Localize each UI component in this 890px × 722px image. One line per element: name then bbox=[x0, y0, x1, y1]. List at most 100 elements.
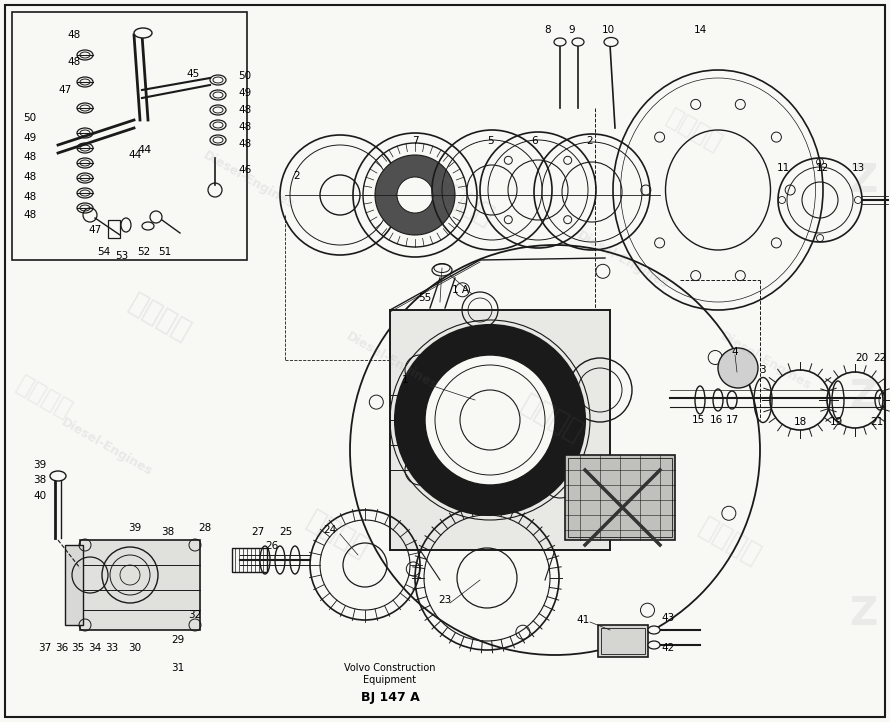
Text: 48: 48 bbox=[23, 172, 36, 182]
Text: 48: 48 bbox=[23, 210, 36, 220]
Text: 47: 47 bbox=[59, 85, 71, 95]
Text: 2: 2 bbox=[587, 136, 594, 146]
Text: 50: 50 bbox=[23, 113, 36, 123]
Text: 33: 33 bbox=[105, 643, 118, 653]
Text: 10: 10 bbox=[602, 25, 615, 35]
Text: Z: Z bbox=[849, 162, 878, 199]
Text: 49: 49 bbox=[239, 88, 252, 98]
Text: BJ 147 A: BJ 147 A bbox=[360, 692, 419, 705]
Text: 32: 32 bbox=[189, 610, 202, 620]
Text: 47: 47 bbox=[88, 225, 101, 235]
Ellipse shape bbox=[50, 471, 66, 481]
Text: 6: 6 bbox=[531, 136, 538, 146]
Text: 紧发动力: 紧发动力 bbox=[12, 372, 77, 422]
Text: 23: 23 bbox=[439, 595, 451, 605]
Bar bbox=[232, 548, 267, 572]
Text: 19: 19 bbox=[829, 417, 843, 427]
Text: 紧发动力: 紧发动力 bbox=[694, 513, 765, 570]
Text: 15: 15 bbox=[692, 415, 705, 425]
Bar bbox=[601, 628, 645, 654]
Text: 30: 30 bbox=[128, 643, 142, 653]
Circle shape bbox=[425, 355, 555, 485]
Bar bbox=[80, 540, 200, 630]
Text: 45: 45 bbox=[186, 69, 199, 79]
Ellipse shape bbox=[572, 38, 584, 46]
Text: Z: Z bbox=[849, 378, 878, 416]
Ellipse shape bbox=[648, 626, 660, 634]
Text: 49: 49 bbox=[23, 133, 36, 143]
Bar bbox=[65, 545, 83, 625]
Text: 36: 36 bbox=[55, 643, 69, 653]
Bar bbox=[598, 625, 648, 657]
Text: Diesel-Engines: Diesel-Engines bbox=[59, 416, 155, 479]
Text: 1: 1 bbox=[401, 375, 409, 385]
Text: 48: 48 bbox=[239, 139, 252, 149]
Text: 26: 26 bbox=[265, 541, 279, 551]
Circle shape bbox=[375, 155, 455, 235]
Text: 12: 12 bbox=[815, 163, 829, 173]
Text: 2: 2 bbox=[294, 171, 300, 181]
Text: 20: 20 bbox=[855, 353, 869, 363]
Circle shape bbox=[397, 177, 433, 213]
Text: 9: 9 bbox=[569, 25, 575, 35]
Text: 34: 34 bbox=[88, 643, 101, 653]
Text: 48: 48 bbox=[68, 30, 81, 40]
Ellipse shape bbox=[604, 38, 618, 46]
Text: 17: 17 bbox=[725, 415, 739, 425]
Text: 1 A: 1 A bbox=[451, 285, 468, 295]
Text: 紧发动力: 紧发动力 bbox=[427, 173, 498, 231]
Text: 35: 35 bbox=[71, 643, 85, 653]
Text: Volvo Construction: Volvo Construction bbox=[344, 663, 436, 673]
Text: 7: 7 bbox=[412, 136, 418, 146]
Text: Diesel-Engines: Diesel-Engines bbox=[344, 329, 440, 393]
Text: Diesel-Engines: Diesel-Engines bbox=[201, 149, 297, 212]
Circle shape bbox=[395, 325, 585, 515]
Text: Equipment: Equipment bbox=[363, 675, 417, 685]
Text: 38: 38 bbox=[34, 475, 46, 485]
Text: 24: 24 bbox=[323, 525, 336, 535]
Text: 27: 27 bbox=[251, 527, 264, 537]
Text: 39: 39 bbox=[128, 523, 142, 533]
Text: 46: 46 bbox=[239, 165, 252, 175]
Text: Z: Z bbox=[849, 595, 878, 632]
Circle shape bbox=[718, 348, 758, 388]
Text: Diesel-Engines: Diesel-Engines bbox=[717, 329, 813, 393]
Text: 11: 11 bbox=[776, 163, 789, 173]
Text: Diesel-Engines: Diesel-Engines bbox=[575, 228, 671, 292]
Bar bbox=[568, 458, 672, 537]
Text: 38: 38 bbox=[161, 527, 174, 537]
Text: 22: 22 bbox=[873, 353, 886, 363]
Text: 41: 41 bbox=[577, 615, 590, 625]
Text: 紧发动力: 紧发动力 bbox=[662, 105, 726, 155]
Text: 25: 25 bbox=[279, 527, 293, 537]
Text: 紧发动力: 紧发动力 bbox=[516, 390, 587, 448]
Bar bbox=[390, 310, 610, 550]
Text: 48: 48 bbox=[23, 192, 36, 202]
Text: 13: 13 bbox=[852, 163, 864, 173]
Text: 18: 18 bbox=[793, 417, 806, 427]
Text: 53: 53 bbox=[116, 251, 129, 261]
Ellipse shape bbox=[554, 38, 566, 46]
Text: 3: 3 bbox=[758, 365, 765, 375]
Text: 48: 48 bbox=[23, 152, 36, 162]
Bar bbox=[565, 455, 675, 540]
Text: 44: 44 bbox=[128, 150, 142, 160]
Text: 54: 54 bbox=[97, 247, 110, 257]
Text: 44: 44 bbox=[138, 145, 152, 155]
Text: 48: 48 bbox=[68, 57, 81, 67]
Text: 39: 39 bbox=[34, 460, 46, 470]
Ellipse shape bbox=[134, 28, 152, 38]
Text: 43: 43 bbox=[661, 613, 675, 623]
Text: 42: 42 bbox=[661, 643, 675, 653]
Text: 29: 29 bbox=[172, 635, 184, 645]
Text: 48: 48 bbox=[239, 105, 252, 115]
Bar bbox=[12, 12, 247, 260]
Text: 37: 37 bbox=[38, 643, 52, 653]
Text: 51: 51 bbox=[158, 247, 172, 257]
Text: 14: 14 bbox=[693, 25, 707, 35]
Text: 55: 55 bbox=[418, 293, 432, 303]
Text: 31: 31 bbox=[172, 663, 184, 673]
Text: 5: 5 bbox=[487, 136, 493, 146]
Text: 8: 8 bbox=[545, 25, 551, 35]
Text: 48: 48 bbox=[239, 122, 252, 132]
